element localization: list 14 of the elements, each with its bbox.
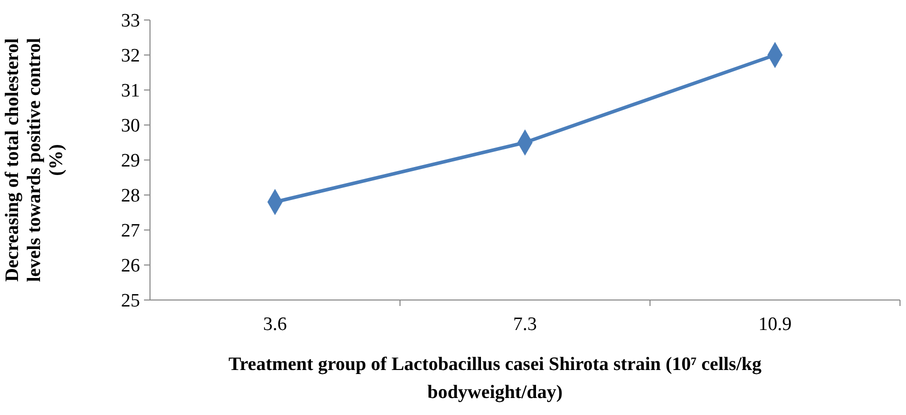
x-tick-label: 7.3	[513, 314, 537, 335]
x-axis-title: Treatment group of Lactobacillus casei Shirota strain (10⁷ cells/kg bodyweight/day)	[228, 354, 762, 403]
y-tick-label: 28	[121, 186, 140, 207]
y-tick-label: 31	[121, 80, 140, 102]
y-tick-label: 27	[121, 220, 140, 242]
x-tick-label: 3.6	[263, 314, 287, 335]
y-tick-label: 33	[121, 10, 140, 32]
y-tick-label: 32	[121, 46, 140, 67]
y-tick-label: 30	[121, 116, 140, 137]
y-axis-title: Decreasing of total cholesterol levels towards positive control (%)	[2, 38, 67, 282]
y-tick-label: 25	[121, 290, 140, 312]
x-tick-label: 10.9	[758, 314, 792, 335]
y-tick-label: 29	[121, 150, 140, 172]
y-tick-label: 26	[121, 256, 140, 277]
